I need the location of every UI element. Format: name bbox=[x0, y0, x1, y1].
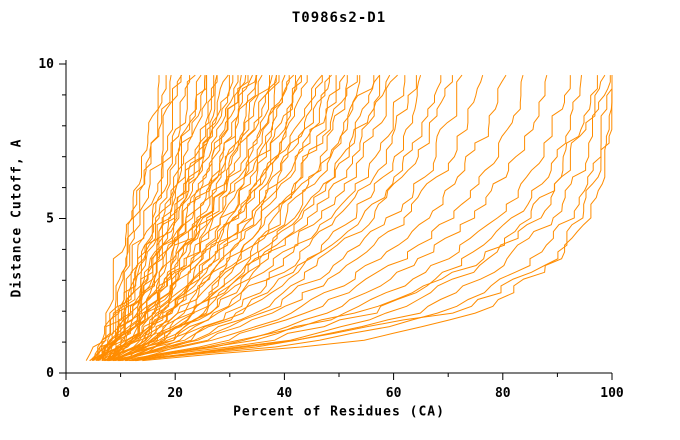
model-curve bbox=[98, 75, 182, 361]
x-tick-label: 100 bbox=[600, 386, 624, 401]
model-curve bbox=[124, 75, 613, 362]
model-curve bbox=[93, 74, 196, 361]
model-curve bbox=[111, 75, 361, 362]
model-curve bbox=[135, 75, 582, 362]
model-curve bbox=[131, 74, 548, 362]
model-curve bbox=[103, 74, 286, 362]
x-tick-label: 40 bbox=[277, 386, 293, 401]
model-curve bbox=[125, 74, 463, 362]
model-curve bbox=[117, 74, 422, 362]
x-tick-label: 60 bbox=[386, 386, 402, 401]
model-curve bbox=[121, 74, 381, 362]
x-tick-label: 0 bbox=[62, 386, 70, 401]
model-curve bbox=[127, 74, 346, 361]
model-curve bbox=[107, 75, 406, 362]
model-curve bbox=[110, 75, 323, 362]
model-curve bbox=[108, 75, 453, 362]
model-curve bbox=[126, 75, 571, 362]
model-curve bbox=[142, 75, 613, 362]
model-curve bbox=[101, 74, 183, 361]
model-curve bbox=[102, 75, 280, 361]
model-curve bbox=[112, 75, 375, 362]
model-curve bbox=[92, 75, 207, 362]
model-curve bbox=[108, 75, 337, 362]
model-curve bbox=[118, 74, 606, 362]
model-curve bbox=[112, 75, 381, 362]
model-curve bbox=[122, 75, 442, 362]
model-curve bbox=[136, 75, 611, 362]
model-curve bbox=[104, 75, 257, 361]
model-curve bbox=[99, 75, 206, 361]
x-axis-label: Percent of Residues (CA) bbox=[233, 404, 445, 420]
model-curve bbox=[101, 75, 239, 361]
model-curve bbox=[97, 75, 172, 361]
model-curve bbox=[108, 75, 296, 362]
y-tick-label: 0 bbox=[46, 366, 54, 381]
model-curve bbox=[110, 75, 290, 361]
model-curve bbox=[128, 74, 524, 362]
x-tick-label: 20 bbox=[167, 386, 183, 401]
model-curve bbox=[116, 74, 295, 362]
model-curve bbox=[101, 74, 229, 361]
x-tick-label: 80 bbox=[495, 386, 511, 401]
y-tick-label: 5 bbox=[46, 212, 54, 227]
model-curve bbox=[89, 75, 230, 361]
model-curve bbox=[112, 75, 270, 361]
model-curve bbox=[89, 75, 208, 362]
model-curve bbox=[109, 75, 218, 361]
model-curve bbox=[119, 74, 391, 362]
model-curve bbox=[129, 74, 484, 362]
model-curve bbox=[114, 74, 332, 361]
model-curve bbox=[105, 75, 302, 361]
model-curve bbox=[98, 75, 249, 361]
model-curve bbox=[114, 75, 417, 362]
model-curve bbox=[105, 74, 302, 361]
model-curve bbox=[114, 74, 273, 361]
y-tick-label: 10 bbox=[38, 57, 54, 72]
model-curve bbox=[132, 75, 613, 362]
model-curve bbox=[109, 75, 247, 361]
chart-title: T0986s2-D1 bbox=[291, 10, 387, 26]
model-curve bbox=[104, 74, 398, 362]
model-curve bbox=[134, 75, 598, 362]
model-curve bbox=[119, 74, 507, 362]
